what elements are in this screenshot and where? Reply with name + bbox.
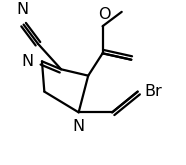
Text: N: N (73, 119, 85, 134)
Text: Br: Br (145, 84, 163, 99)
Text: O: O (98, 7, 110, 22)
Text: N: N (16, 2, 28, 17)
Text: N: N (21, 54, 33, 69)
